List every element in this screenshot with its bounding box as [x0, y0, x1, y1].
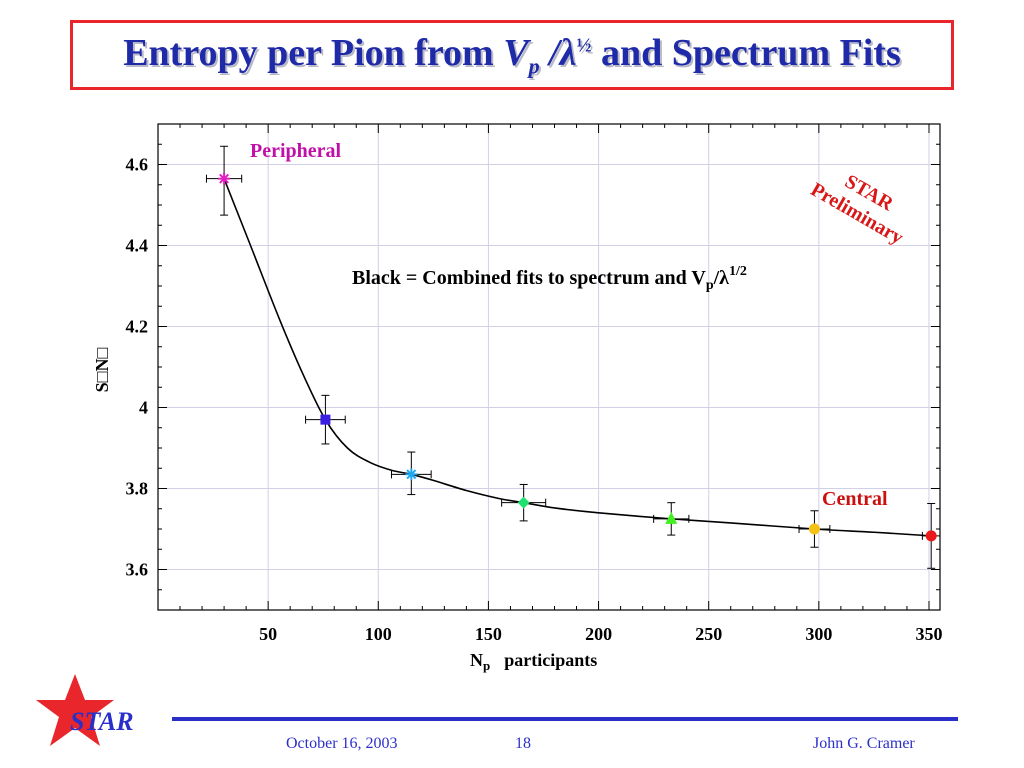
- fit-curve: [223, 178, 932, 537]
- title-box: Entropy per Pion from Vp /λ½ and Spectru…: [70, 20, 954, 90]
- data-point: [653, 502, 690, 536]
- title-var: V: [503, 31, 529, 74]
- x-tick-label: 250: [695, 624, 722, 644]
- circle-marker: [925, 530, 937, 542]
- title-sub: p: [528, 53, 540, 79]
- diamond-marker: [517, 496, 530, 509]
- legend-note-mid: /λ: [713, 267, 730, 289]
- x-axis-title-main: N: [470, 650, 483, 670]
- x-tick-label: 300: [805, 624, 832, 644]
- legend-note: Black = Combined fits to spectrum and Vp…: [352, 264, 747, 293]
- data-point: [921, 502, 941, 569]
- chart: 50 100 150 200 250 300 350 3.6 3.8 4 4.2 4.4 4.6 S□N…: [92, 123, 942, 673]
- fit-curve-group: [223, 178, 932, 537]
- footer-page-number: 18: [515, 735, 531, 752]
- data-point: [305, 394, 346, 445]
- y-tick-label: 4: [139, 398, 148, 418]
- central-label: Central: [822, 488, 888, 510]
- star-marker-stroke: [406, 469, 417, 480]
- data-point: [390, 451, 432, 496]
- y-tick-label: 4.4: [126, 236, 149, 256]
- x-axis-title-sub: p: [483, 658, 490, 673]
- data-points: [205, 145, 941, 569]
- square-marker: [320, 414, 331, 425]
- footer-author: John G. Cramer: [813, 735, 915, 752]
- peripheral-label: Peripheral: [250, 140, 342, 162]
- x-tick-label: 100: [365, 624, 392, 644]
- footer-date: October 16, 2003: [286, 735, 398, 752]
- data-point: [501, 483, 547, 522]
- x-tick-label: 350: [915, 624, 942, 644]
- triangle-marker: [665, 511, 678, 524]
- title-mid: /λ: [539, 31, 577, 74]
- star-logo: STAR: [36, 674, 134, 746]
- footer-divider: [172, 717, 958, 721]
- x-axis-title-suffix: participants: [504, 650, 597, 670]
- star-preliminary-stamp: STAR Preliminary: [807, 170, 907, 249]
- legend-note-sup: 1/2: [729, 264, 747, 279]
- y-tick-label: 4.2: [126, 317, 149, 337]
- y-tick-label: 3.6: [126, 560, 149, 580]
- star-logo-text: STAR: [70, 707, 134, 736]
- x-tick-label: 50: [259, 624, 277, 644]
- y-axis-title: S□N□: [92, 348, 112, 393]
- circle-marker: [808, 523, 820, 535]
- title-prefix: Entropy per Pion from: [123, 31, 504, 74]
- axis-ticks: 50 100 150 200 250 300 350 3.6 3.8 4 4.2 4.4 4.6: [126, 123, 942, 644]
- title-sup: ½: [576, 34, 592, 57]
- x-tick-label: 200: [585, 624, 612, 644]
- x-axis-title: Np participants: [470, 650, 597, 673]
- legend-note-sub: p: [706, 278, 714, 293]
- data-point: [798, 510, 831, 548]
- data-point: [205, 145, 243, 216]
- x-tick-label: 150: [475, 624, 502, 644]
- star-marker-stroke: [219, 173, 230, 184]
- y-tick-label: 4.6: [126, 155, 149, 175]
- title-suffix: and Spectrum Fits: [591, 31, 901, 74]
- star-logo-icon: [36, 674, 114, 746]
- grid: [158, 124, 940, 610]
- legend-note-prefix: Black = Combined fits to spectrum and V: [352, 267, 706, 289]
- y-tick-label: 3.8: [126, 479, 149, 499]
- slide-title: Entropy per Pion from Vp /λ½ and Spectru…: [123, 31, 901, 80]
